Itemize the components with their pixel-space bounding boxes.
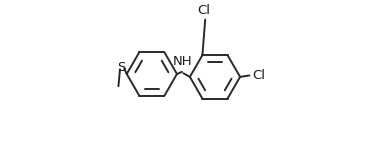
Text: S: S bbox=[117, 61, 126, 74]
Text: NH: NH bbox=[173, 55, 193, 68]
Text: Cl: Cl bbox=[197, 4, 210, 17]
Text: Cl: Cl bbox=[252, 69, 265, 82]
